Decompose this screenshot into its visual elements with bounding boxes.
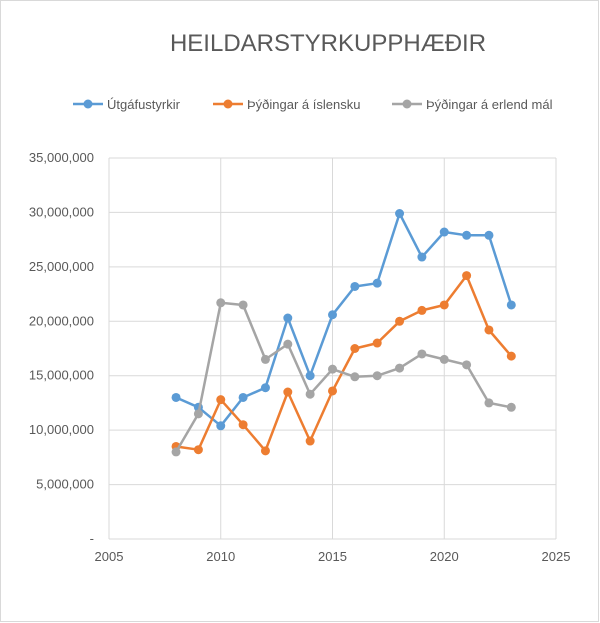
y-tick-label: 15,000,000 [29,368,94,383]
series-group [171,271,516,456]
data-point [260,354,270,364]
x-tick-label: 2025 [542,549,571,564]
legend-label: Þýðingar á íslensku [247,97,360,112]
x-tick-label: 2005 [95,549,124,564]
data-point [372,371,382,381]
series-layer [171,209,516,457]
legend-item: Útgáfustyrkir [73,97,181,112]
data-point [417,349,427,359]
y-axis-tick-labels: - 5,000,000 10,000,000 15,000,000 20,000,000… [29,150,94,546]
data-point [305,371,315,381]
gridlines [108,157,557,540]
data-point [350,344,360,353]
series-line [175,212,513,428]
data-point [193,445,203,455]
data-point [395,316,405,326]
data-point [305,436,315,446]
x-tick-label: 2020 [430,549,459,564]
y-tick-label: 10,000,000 [29,422,94,437]
legend-item: Þýðingar á íslensku [213,97,360,112]
data-point [439,354,449,364]
data-point [238,300,248,310]
data-point [193,409,203,419]
data-point [328,364,337,374]
legend-item: Þýðingar á erlend mál [392,97,553,112]
data-point [372,278,382,288]
data-point [350,281,360,291]
data-point [484,325,494,335]
x-tick-label: 2010 [206,549,235,564]
data-point [328,310,337,320]
y-tick-label: 20,000,000 [29,313,94,328]
data-point [506,300,516,310]
legend-marker [402,99,412,109]
chart-title: HEILDARSTYRKUPPHÆÐIR [170,30,486,57]
y-tick-label: 25,000,000 [29,259,94,274]
data-point [484,230,494,240]
data-point [238,420,248,430]
legend-marker [223,99,233,109]
data-point [350,372,360,382]
data-point [328,386,337,396]
data-point [216,421,226,431]
data-point [238,392,248,402]
data-point [283,387,293,397]
data-point [283,313,293,323]
data-point [439,300,449,310]
x-tick-label: 2015 [318,549,347,564]
y-tick-label: 5,000,000 [36,477,94,492]
data-point [216,395,226,405]
data-point [395,363,405,373]
data-point [305,389,315,399]
data-point [462,230,472,240]
x-axis-tick-labels: 2005 2010 2015 2020 2025 [95,549,571,564]
data-point [484,398,494,408]
series-group [171,298,516,457]
data-point [417,305,427,315]
data-point [395,209,405,219]
data-point [506,402,516,412]
legend-label: Útgáfustyrkir [107,97,181,112]
y-tick-label: 30,000,000 [29,204,94,219]
data-point [216,298,226,308]
data-point [439,227,449,237]
legend-marker [83,99,93,109]
data-point [260,383,270,393]
data-point [506,351,516,361]
data-point [171,392,181,402]
data-point [417,252,427,262]
data-point [283,339,293,349]
data-point [372,338,382,348]
legend-label: Þýðingar á erlend mál [426,97,553,112]
series-line [175,274,513,453]
data-point [462,271,472,281]
data-point [171,447,181,457]
y-tick-label: 35,000,000 [29,150,94,165]
series-line [175,301,512,453]
data-point [260,446,270,456]
legend: Útgáfustyrkir Þýðingar á íslensku Þýðingar… [73,97,553,112]
y-tick-label: - [90,531,94,546]
data-point [462,360,472,370]
